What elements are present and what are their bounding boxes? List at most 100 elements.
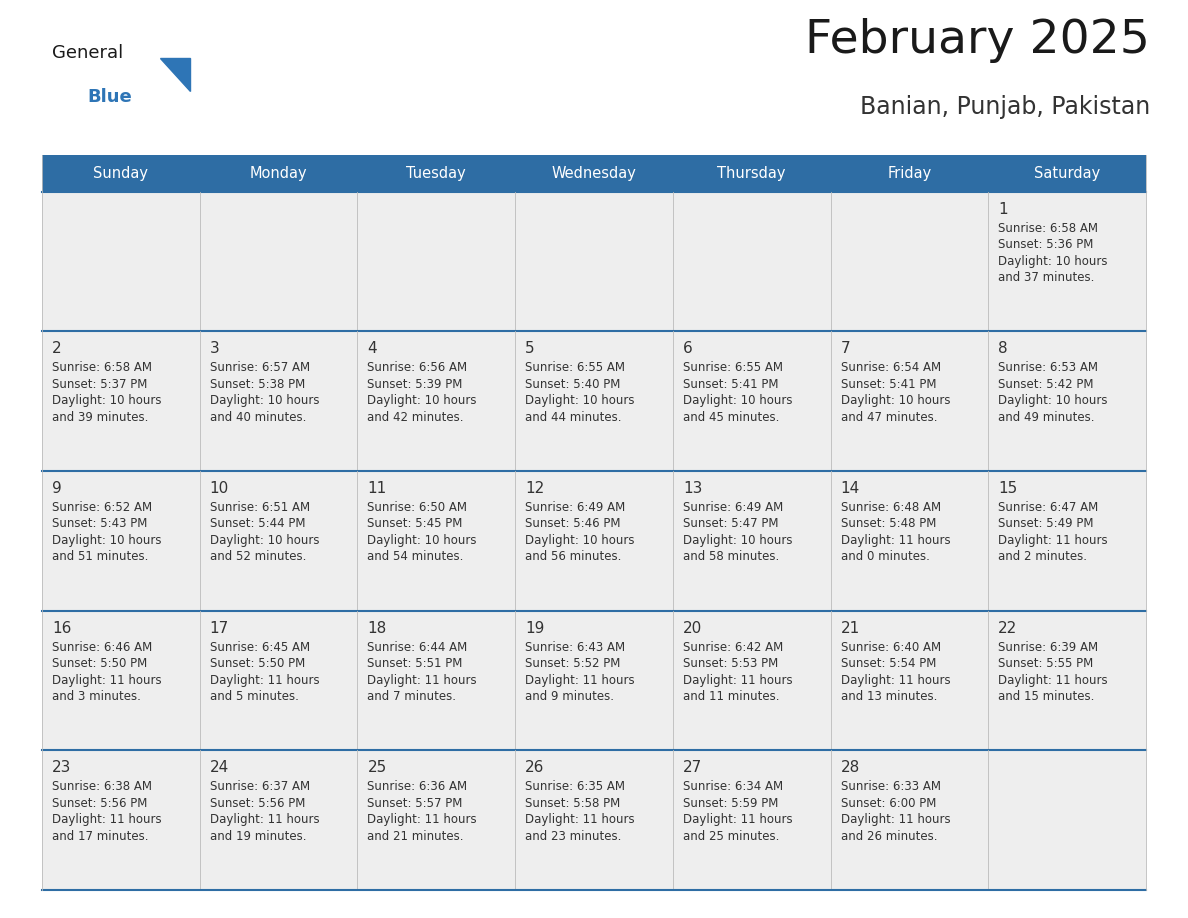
- Text: 27: 27: [683, 760, 702, 776]
- Text: Sunrise: 6:40 AM: Sunrise: 6:40 AM: [841, 641, 941, 654]
- Text: and 25 minutes.: and 25 minutes.: [683, 830, 779, 843]
- Text: Daylight: 11 hours: Daylight: 11 hours: [525, 813, 634, 826]
- Bar: [42, 471, 1146, 610]
- Text: 12: 12: [525, 481, 544, 496]
- Text: Sunrise: 6:36 AM: Sunrise: 6:36 AM: [367, 780, 468, 793]
- Text: Sunset: 5:56 PM: Sunset: 5:56 PM: [52, 797, 147, 810]
- Text: Sunset: 5:47 PM: Sunset: 5:47 PM: [683, 518, 778, 531]
- Text: Daylight: 11 hours: Daylight: 11 hours: [841, 534, 950, 547]
- Text: and 17 minutes.: and 17 minutes.: [52, 830, 148, 843]
- Text: Banian, Punjab, Pakistan: Banian, Punjab, Pakistan: [860, 95, 1150, 119]
- Text: Sunset: 5:57 PM: Sunset: 5:57 PM: [367, 797, 463, 810]
- Text: Sunset: 5:58 PM: Sunset: 5:58 PM: [525, 797, 620, 810]
- Text: and 45 minutes.: and 45 minutes.: [683, 410, 779, 424]
- Text: and 21 minutes.: and 21 minutes.: [367, 830, 465, 843]
- Text: Sunset: 5:45 PM: Sunset: 5:45 PM: [367, 518, 463, 531]
- Text: 19: 19: [525, 621, 544, 635]
- Text: Sunrise: 6:55 AM: Sunrise: 6:55 AM: [525, 361, 625, 375]
- Text: and 44 minutes.: and 44 minutes.: [525, 410, 621, 424]
- Text: 8: 8: [998, 341, 1007, 356]
- Bar: [42, 610, 1146, 750]
- Text: Sunset: 5:48 PM: Sunset: 5:48 PM: [841, 518, 936, 531]
- Text: 7: 7: [841, 341, 851, 356]
- Bar: [42, 750, 1146, 890]
- Text: Daylight: 10 hours: Daylight: 10 hours: [52, 534, 162, 547]
- Text: Daylight: 10 hours: Daylight: 10 hours: [998, 254, 1107, 267]
- Text: Sunrise: 6:51 AM: Sunrise: 6:51 AM: [210, 501, 310, 514]
- Bar: [42, 192, 1146, 331]
- Text: Daylight: 11 hours: Daylight: 11 hours: [841, 674, 950, 687]
- Text: and 9 minutes.: and 9 minutes.: [525, 690, 614, 703]
- Text: Sunset: 5:44 PM: Sunset: 5:44 PM: [210, 518, 305, 531]
- Text: 16: 16: [52, 621, 71, 635]
- Text: Sunrise: 6:58 AM: Sunrise: 6:58 AM: [52, 361, 152, 375]
- Text: Sunset: 5:37 PM: Sunset: 5:37 PM: [52, 377, 147, 391]
- Text: and 0 minutes.: and 0 minutes.: [841, 551, 929, 564]
- Text: Sunset: 5:59 PM: Sunset: 5:59 PM: [683, 797, 778, 810]
- Text: Sunset: 5:42 PM: Sunset: 5:42 PM: [998, 377, 1094, 391]
- Text: 6: 6: [683, 341, 693, 356]
- Text: 18: 18: [367, 621, 386, 635]
- Text: 3: 3: [210, 341, 220, 356]
- Text: 13: 13: [683, 481, 702, 496]
- Text: Sunrise: 6:47 AM: Sunrise: 6:47 AM: [998, 501, 1099, 514]
- Text: and 3 minutes.: and 3 minutes.: [52, 690, 141, 703]
- Text: Sunrise: 6:37 AM: Sunrise: 6:37 AM: [210, 780, 310, 793]
- Text: Wednesday: Wednesday: [551, 166, 637, 181]
- Text: Daylight: 11 hours: Daylight: 11 hours: [210, 813, 320, 826]
- Text: 5: 5: [525, 341, 535, 356]
- Text: 4: 4: [367, 341, 377, 356]
- Text: Sunrise: 6:58 AM: Sunrise: 6:58 AM: [998, 221, 1098, 234]
- Text: Daylight: 10 hours: Daylight: 10 hours: [367, 534, 476, 547]
- Text: Daylight: 11 hours: Daylight: 11 hours: [52, 674, 162, 687]
- Text: Sunrise: 6:43 AM: Sunrise: 6:43 AM: [525, 641, 625, 654]
- Text: and 42 minutes.: and 42 minutes.: [367, 410, 465, 424]
- Text: 21: 21: [841, 621, 860, 635]
- Text: Sunset: 5:43 PM: Sunset: 5:43 PM: [52, 518, 147, 531]
- Text: Sunset: 5:50 PM: Sunset: 5:50 PM: [52, 657, 147, 670]
- Text: Sunrise: 6:53 AM: Sunrise: 6:53 AM: [998, 361, 1098, 375]
- Text: Sunrise: 6:39 AM: Sunrise: 6:39 AM: [998, 641, 1099, 654]
- Text: Sunset: 5:41 PM: Sunset: 5:41 PM: [841, 377, 936, 391]
- Text: Sunrise: 6:35 AM: Sunrise: 6:35 AM: [525, 780, 625, 793]
- Text: Sunrise: 6:45 AM: Sunrise: 6:45 AM: [210, 641, 310, 654]
- Text: 24: 24: [210, 760, 229, 776]
- Text: and 51 minutes.: and 51 minutes.: [52, 551, 148, 564]
- Text: and 19 minutes.: and 19 minutes.: [210, 830, 307, 843]
- Text: Daylight: 11 hours: Daylight: 11 hours: [841, 813, 950, 826]
- Text: Sunrise: 6:50 AM: Sunrise: 6:50 AM: [367, 501, 467, 514]
- Text: and 52 minutes.: and 52 minutes.: [210, 551, 307, 564]
- Text: Sunrise: 6:49 AM: Sunrise: 6:49 AM: [683, 501, 783, 514]
- Text: Sunrise: 6:34 AM: Sunrise: 6:34 AM: [683, 780, 783, 793]
- Text: and 13 minutes.: and 13 minutes.: [841, 690, 937, 703]
- Text: and 5 minutes.: and 5 minutes.: [210, 690, 298, 703]
- Text: General: General: [52, 44, 124, 62]
- Text: and 49 minutes.: and 49 minutes.: [998, 410, 1095, 424]
- Text: Daylight: 10 hours: Daylight: 10 hours: [998, 394, 1107, 408]
- Text: Sunrise: 6:55 AM: Sunrise: 6:55 AM: [683, 361, 783, 375]
- Text: Daylight: 10 hours: Daylight: 10 hours: [52, 394, 162, 408]
- Text: Friday: Friday: [887, 166, 931, 181]
- Text: Sunset: 5:50 PM: Sunset: 5:50 PM: [210, 657, 305, 670]
- Text: 23: 23: [52, 760, 71, 776]
- Text: 25: 25: [367, 760, 386, 776]
- Text: Sunset: 5:39 PM: Sunset: 5:39 PM: [367, 377, 463, 391]
- Text: Daylight: 11 hours: Daylight: 11 hours: [367, 813, 478, 826]
- Text: Daylight: 11 hours: Daylight: 11 hours: [367, 674, 478, 687]
- Polygon shape: [160, 58, 190, 91]
- Text: 14: 14: [841, 481, 860, 496]
- Text: Sunset: 5:56 PM: Sunset: 5:56 PM: [210, 797, 305, 810]
- Text: Sunrise: 6:48 AM: Sunrise: 6:48 AM: [841, 501, 941, 514]
- Bar: [42, 331, 1146, 471]
- Text: Daylight: 10 hours: Daylight: 10 hours: [683, 534, 792, 547]
- Text: 10: 10: [210, 481, 229, 496]
- Text: Monday: Monday: [249, 166, 308, 181]
- Text: and 40 minutes.: and 40 minutes.: [210, 410, 307, 424]
- Text: Sunrise: 6:56 AM: Sunrise: 6:56 AM: [367, 361, 468, 375]
- Text: 22: 22: [998, 621, 1018, 635]
- Text: and 15 minutes.: and 15 minutes.: [998, 690, 1094, 703]
- Text: Daylight: 10 hours: Daylight: 10 hours: [841, 394, 950, 408]
- Text: and 26 minutes.: and 26 minutes.: [841, 830, 937, 843]
- Text: 1: 1: [998, 201, 1007, 217]
- Text: Sunset: 5:51 PM: Sunset: 5:51 PM: [367, 657, 463, 670]
